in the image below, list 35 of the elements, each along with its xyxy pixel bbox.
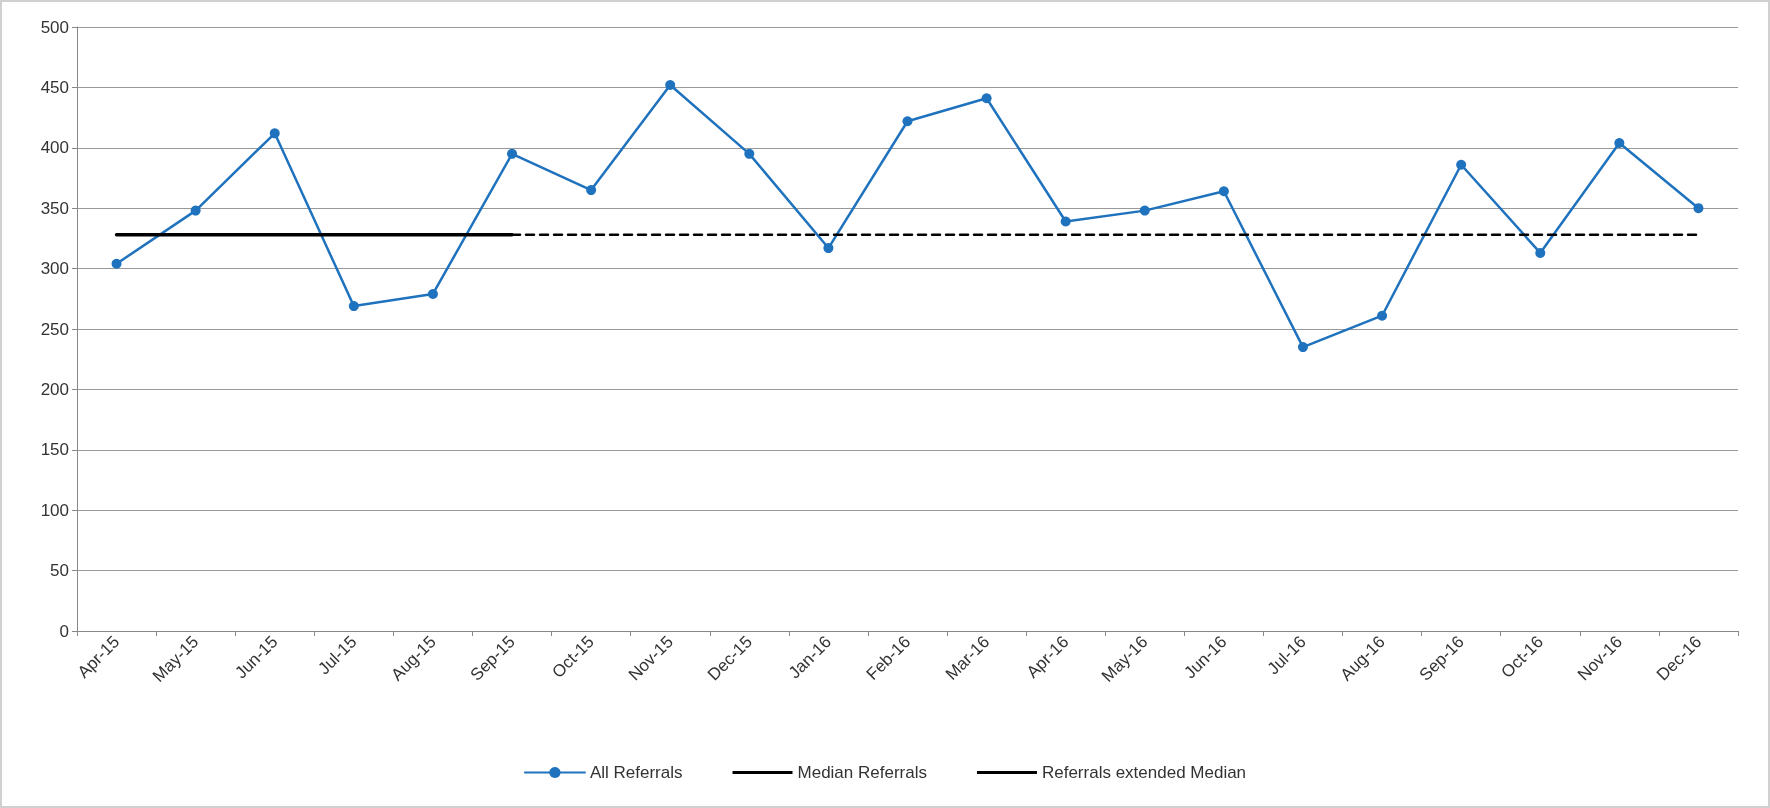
- y-tick-label: 50: [50, 561, 69, 581]
- point: [348, 301, 359, 312]
- point: [1614, 137, 1625, 148]
- point: [1297, 342, 1308, 353]
- point: [190, 205, 201, 216]
- y-tick-label: 450: [40, 77, 69, 97]
- point: [586, 185, 597, 196]
- point: [823, 243, 834, 254]
- y-tick-label: 0: [59, 621, 69, 641]
- point: [427, 288, 438, 299]
- legend-label: All Referrals: [589, 763, 683, 782]
- legend-label: Median Referrals: [797, 763, 927, 782]
- legend-label: Referrals extended Median: [1041, 763, 1247, 782]
- y-tick-label: 100: [40, 500, 69, 520]
- point: [269, 128, 280, 139]
- point: [1218, 186, 1229, 197]
- y-tick-label: 150: [40, 440, 69, 460]
- point: [1535, 247, 1546, 258]
- point: [744, 148, 755, 159]
- point: [665, 79, 676, 90]
- y-tick-label: 350: [40, 198, 69, 218]
- point: [902, 116, 913, 127]
- point: [981, 93, 992, 104]
- y-tick-label: 500: [40, 17, 69, 37]
- point: [1456, 159, 1467, 170]
- y-tick-label: 300: [40, 259, 69, 279]
- point: [1377, 310, 1388, 321]
- y-tick-label: 400: [40, 138, 69, 158]
- point: [111, 258, 122, 269]
- point: [1693, 203, 1704, 214]
- point: [1060, 216, 1071, 227]
- point: [1139, 205, 1150, 216]
- y-tick-label: 250: [40, 319, 69, 339]
- y-tick-label: 200: [40, 379, 69, 399]
- point: [507, 148, 518, 159]
